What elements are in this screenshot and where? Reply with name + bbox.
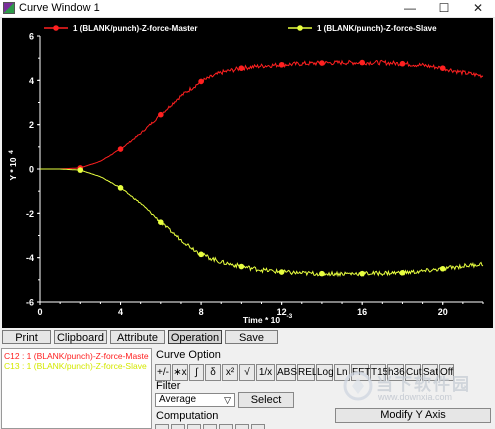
- print-button[interactable]: Print: [2, 330, 51, 344]
- y-tick-label: -4: [26, 253, 34, 263]
- curve-option-button[interactable]: δ: [205, 364, 221, 381]
- curve-list-item[interactable]: C13 : 1 (BLANK/punch)-Z-force-Slave: [4, 361, 147, 371]
- series-line: [40, 168, 484, 278]
- attribute-button[interactable]: Attribute: [110, 330, 165, 344]
- curve-option-button[interactable]: Sat: [422, 364, 438, 381]
- watermark-logo: [343, 371, 373, 401]
- maximize-button[interactable]: ☐: [438, 1, 450, 15]
- modify-y-axis-button[interactable]: Modify Y Axis: [335, 408, 491, 423]
- series-marker: [319, 60, 325, 66]
- legend-label: 1 (BLANK/punch)-Z-force-Master: [73, 24, 197, 33]
- series-marker: [359, 59, 365, 66]
- toolbar: Print Clipboard Attribute Operation Save: [0, 329, 495, 345]
- series-marker: [198, 78, 204, 85]
- series-marker: [439, 265, 446, 272]
- series-marker: [319, 270, 325, 277]
- curve-option-button[interactable]: 1/x: [256, 364, 275, 381]
- curve-option-button[interactable]: ∗x: [172, 364, 188, 381]
- curve-list[interactable]: C12 : 1 (BLANK/punch)-Z-force-Master C13…: [1, 348, 152, 429]
- chevron-down-icon: ▽: [224, 395, 231, 405]
- curve-option-button[interactable]: √: [239, 364, 255, 381]
- x-tick-label: 0: [37, 307, 42, 317]
- curve-list-item[interactable]: C12 : 1 (BLANK/punch)-Z-force-Master: [4, 351, 149, 361]
- legend-label: 1 (BLANK/punch)-Z-force-Slave: [317, 24, 437, 33]
- series-marker: [399, 60, 406, 67]
- x-tick-label: 12: [277, 307, 287, 317]
- x-axis-label: Time * 10: [243, 315, 280, 325]
- filter-select-button[interactable]: Select: [238, 392, 294, 408]
- y-tick-label: 0: [29, 165, 34, 175]
- curve-plot[interactable]: -6 -4 -2 0 2 4 6 0 4 8 12 16 20 Time * 10 -3 Y * 10 4 1 (…: [2, 18, 493, 328]
- legend-marker: [297, 25, 303, 31]
- watermark-url: www.downxia.com: [378, 392, 453, 402]
- curve-option-title: Curve Option: [156, 349, 221, 361]
- minimize-button[interactable]: —: [404, 1, 416, 15]
- series-marker: [439, 65, 446, 71]
- series-marker: [278, 269, 285, 275]
- curve-option-button[interactable]: Cut: [405, 364, 422, 381]
- curve-option-button[interactable]: ∫: [189, 364, 204, 381]
- watermark: 当下软件园 www.downxia.com: [342, 366, 494, 406]
- y-tick-label: 4: [29, 76, 34, 86]
- clipboard-button[interactable]: Clipboard: [54, 330, 107, 344]
- operation-button[interactable]: Operation: [168, 330, 222, 344]
- filter-dropdown[interactable]: Average ▽: [155, 393, 235, 407]
- computation-op-button[interactable]: [155, 424, 169, 429]
- app-icon: [3, 2, 15, 14]
- title-bar: Curve Window 1 — ☐ ✕: [0, 0, 495, 18]
- series-marker: [278, 62, 285, 68]
- curve-option-button[interactable]: Off: [439, 364, 454, 381]
- legend-marker: [53, 25, 59, 31]
- x-axis-label-exponent: -3: [287, 313, 293, 320]
- x-tick-label: 20: [438, 307, 448, 317]
- series-marker: [198, 251, 204, 258]
- watermark-text: 当下软件园: [376, 375, 471, 394]
- y-axis-label-exponent: 4: [8, 150, 15, 154]
- series-marker: [117, 146, 124, 152]
- save-button[interactable]: Save: [225, 330, 278, 344]
- y-tick-label: 2: [29, 120, 34, 130]
- curve-option-button[interactable]: +/-: [155, 364, 171, 381]
- filter-title: Filter: [156, 380, 181, 392]
- computation-op-button[interactable]: [171, 424, 185, 429]
- y-axis-label: Y * 10: [8, 157, 18, 180]
- y-tick-label: -6: [26, 298, 34, 308]
- series-marker: [117, 185, 124, 191]
- curve-option-button[interactable]: Log: [316, 364, 334, 381]
- computation-title: Computation: [156, 410, 219, 422]
- series-marker: [238, 65, 245, 71]
- computation-op-button[interactable]: [187, 424, 201, 429]
- filter-value: Average: [159, 394, 197, 405]
- series-marker: [158, 219, 164, 225]
- curve-option-button[interactable]: T15: [370, 364, 388, 381]
- y-tick-label: 6: [29, 32, 34, 42]
- series-marker: [359, 270, 365, 277]
- curve-option-button[interactable]: x²: [222, 364, 238, 381]
- window-title: Curve Window 1: [19, 2, 100, 14]
- computation-op-button[interactable]: [219, 424, 233, 429]
- curve-option-button[interactable]: Ln: [334, 364, 350, 381]
- computation-op-button[interactable]: [251, 424, 265, 429]
- series-marker: [399, 269, 406, 276]
- x-tick-label: 16: [357, 307, 367, 317]
- close-button[interactable]: ✕: [472, 1, 484, 15]
- x-tick-label: 8: [199, 307, 204, 317]
- series-line: [40, 59, 484, 170]
- chart-svg: -6 -4 -2 0 2 4 6 0 4 8 12 16 20 Time * 10 -3 Y * 10 4 1 (…: [8, 24, 484, 325]
- computation-op-button[interactable]: [203, 424, 217, 429]
- curve-option-button[interactable]: h36: [387, 364, 405, 381]
- computation-op-button[interactable]: [235, 424, 249, 429]
- y-tick-label: -2: [26, 209, 34, 219]
- series-marker: [158, 111, 164, 118]
- series-marker: [238, 263, 245, 270]
- computation-buttons: [155, 424, 285, 429]
- x-tick-label: 4: [118, 307, 123, 317]
- series-marker: [77, 167, 84, 173]
- curve-option-button[interactable]: ABS: [276, 364, 297, 381]
- curve-option-button[interactable]: REL: [297, 364, 317, 381]
- operation-panel: C12 : 1 (BLANK/punch)-Z-force-Master C13…: [0, 346, 495, 429]
